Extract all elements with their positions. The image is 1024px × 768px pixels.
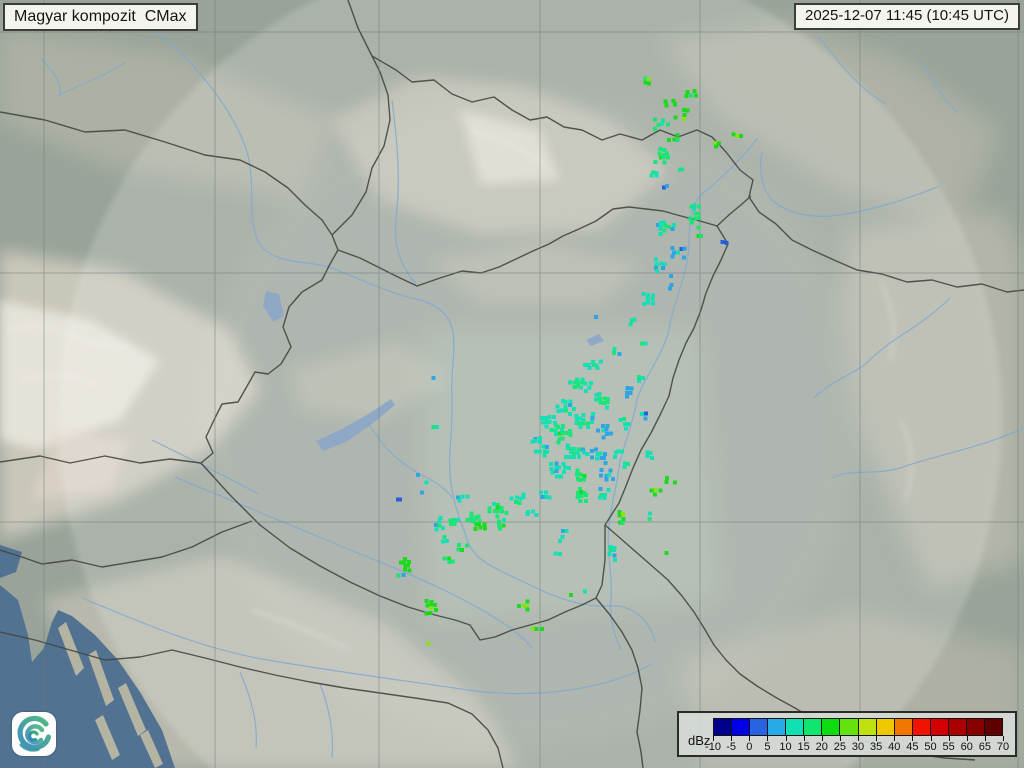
colorbar-cell <box>731 718 750 736</box>
colorbar-cell <box>713 718 732 736</box>
product-title: Magyar kompozit CMax <box>3 3 198 31</box>
tick-label: 55 <box>942 741 955 753</box>
colorbar-cell <box>893 718 912 736</box>
border-austria-chain <box>0 111 339 464</box>
colorbar-cell <box>803 718 822 736</box>
adriatic-islands <box>58 622 163 768</box>
tick-mark <box>731 736 733 741</box>
colorbar-cell <box>839 718 858 736</box>
tick-mark <box>876 736 878 741</box>
river-mures <box>831 427 1024 479</box>
river-sava <box>81 597 653 695</box>
colorbar-unit-label: dBz <box>688 733 711 748</box>
river-poland <box>817 35 959 113</box>
colorbar-cell <box>983 718 1003 736</box>
tick-mark <box>713 736 714 741</box>
lake-balaton <box>316 399 395 451</box>
river-upper-tisza <box>760 151 941 217</box>
colorbar-cell <box>785 718 804 736</box>
tick-mark <box>767 736 769 741</box>
river-vah <box>391 99 417 285</box>
colorbar-cell <box>821 718 840 736</box>
tick-mark <box>858 736 859 741</box>
lake-tisza <box>586 334 604 346</box>
border-croatia-serbia <box>595 597 644 768</box>
tick-mark <box>894 736 896 741</box>
tick-label: 20 <box>815 741 828 753</box>
tick-mark <box>930 736 932 741</box>
colorbar-cells <box>713 718 1003 736</box>
gulf-of-trieste <box>0 545 22 578</box>
tick-label: 15 <box>797 741 810 753</box>
colorbar-cell <box>749 718 768 736</box>
tick-label: 60 <box>960 741 973 753</box>
tick-label: 65 <box>978 741 991 753</box>
border-croatia-bosnia <box>0 631 504 768</box>
river-mura <box>151 439 259 495</box>
river-danube <box>147 25 656 643</box>
tick-label: 25 <box>833 741 846 753</box>
colorbar-cell <box>857 718 876 736</box>
tick-mark <box>948 736 950 741</box>
tick-label: 40 <box>888 741 901 753</box>
river-drava <box>174 476 533 649</box>
radar-echo-layer <box>395 76 744 646</box>
tick-mark <box>749 736 751 741</box>
dbz-colorbar: dBz -10 -5 0 5 10 15 20 25 30 35 40 45 50 55 60 65 70 <box>677 711 1017 757</box>
swirl-logo-icon <box>17 715 52 752</box>
tick-mark <box>839 736 841 741</box>
lake-neusiedl <box>263 291 284 322</box>
ridge-highlights <box>9 129 913 651</box>
tick-label: 35 <box>870 741 883 753</box>
tick-mark <box>785 736 787 741</box>
border-slovenia-croatia <box>0 520 253 568</box>
tick-mark <box>966 736 968 741</box>
colorbar-cell <box>911 718 930 736</box>
tick-label: 45 <box>906 741 919 753</box>
colorbar-cell <box>929 718 948 736</box>
colorbar-cell <box>767 718 786 736</box>
tick-label: 30 <box>851 741 865 753</box>
river-somes <box>813 297 951 399</box>
timestamp: 2025-12-07 11:45 (10:45 UTC) <box>793 3 1020 30</box>
tick-label: -10 <box>705 741 721 753</box>
tick-label: 70 <box>996 741 1010 753</box>
tick-label: -5 <box>726 741 737 753</box>
border-cz-sk <box>331 55 391 236</box>
tick-mark <box>984 736 986 741</box>
tick-label: 5 <box>764 741 771 753</box>
tick-label: 10 <box>779 741 792 753</box>
border-hungary-south <box>200 462 606 641</box>
colorbar-ticks: -10 -5 0 5 10 15 20 25 30 35 40 45 50 55 60 65 70 <box>705 736 1009 754</box>
tick-mark <box>1003 736 1004 741</box>
tick-mark <box>821 736 823 741</box>
tick-mark <box>912 736 914 741</box>
tick-label: 50 <box>924 741 937 753</box>
colorbar-cell <box>947 718 966 736</box>
colorbar-cell <box>965 718 984 736</box>
colorbar-cell <box>875 718 894 736</box>
tick-label: 0 <box>746 741 753 753</box>
hungaromet-logo <box>12 712 56 756</box>
tick-mark <box>803 736 805 741</box>
river-bosnia <box>239 671 334 759</box>
